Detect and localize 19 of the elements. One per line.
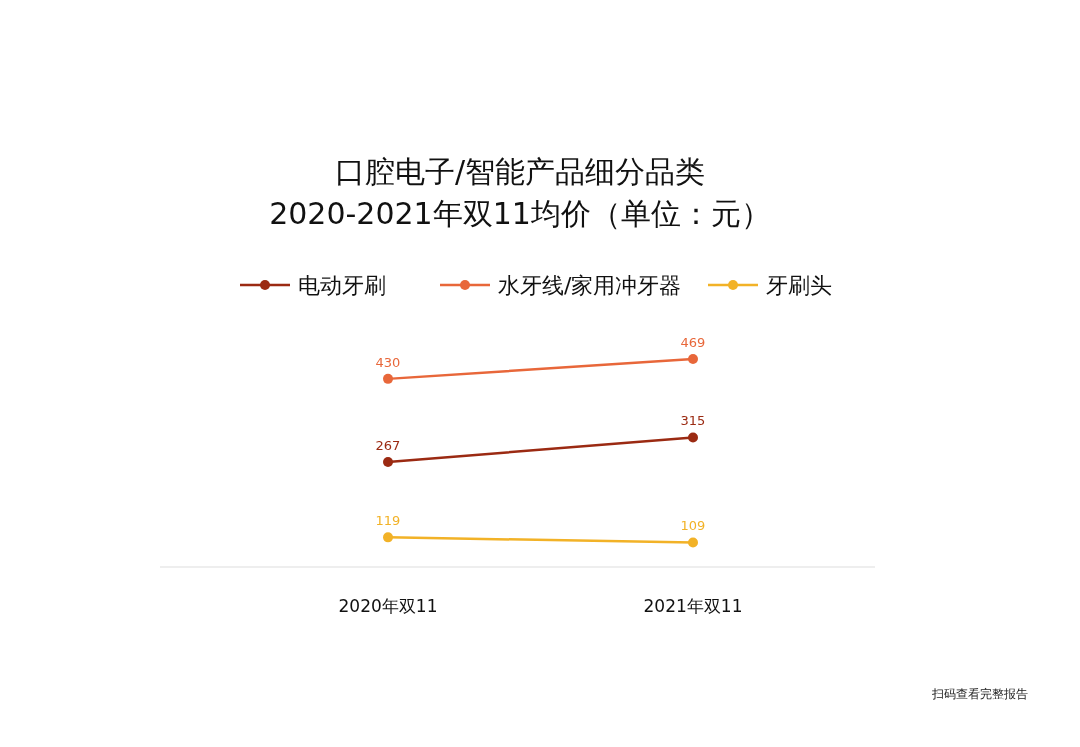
x-tick-label: 2020年双11 [338, 596, 438, 616]
legend-label: 水牙线/家用冲牙器 [498, 273, 682, 298]
data-label: 469 [680, 335, 706, 350]
data-label: 430 [375, 354, 401, 370]
data-label: 119 [375, 513, 401, 529]
chart-title: 口腔电子/智能产品细分品类 2020-2021年双11均价（单位：元） [269, 154, 771, 231]
point [688, 432, 698, 443]
x-tick-label: 2021年双11 [643, 596, 743, 616]
point [383, 456, 393, 467]
legend-label: 电动牙刷 [298, 273, 386, 298]
point [383, 532, 393, 543]
point [688, 354, 698, 364]
data-label: 267 [375, 437, 401, 453]
text: 扫码查看完整报告 [931, 687, 1028, 701]
data-label: 315 [680, 413, 706, 429]
legend-label: 牙刷头 [766, 273, 832, 298]
point [383, 373, 393, 384]
data-label: 109 [680, 518, 706, 534]
point [688, 537, 698, 548]
